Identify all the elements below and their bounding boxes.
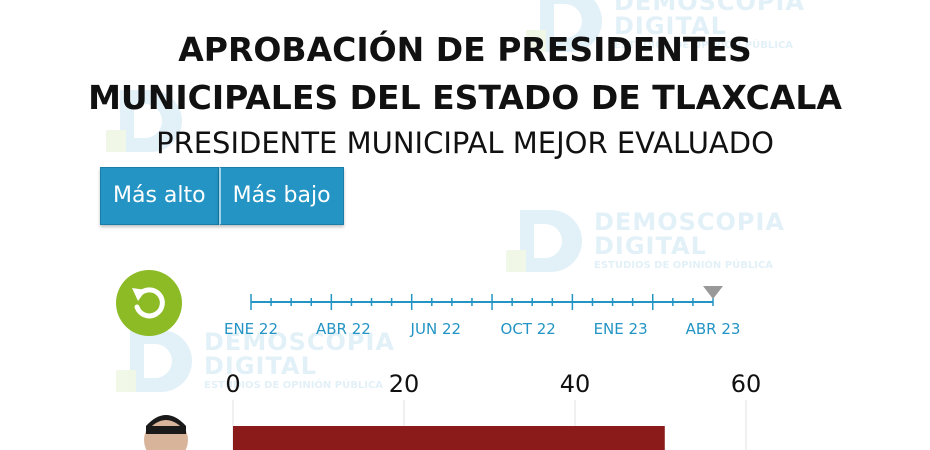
x-tick-label: 20 — [389, 370, 420, 398]
timeline-handle[interactable] — [703, 286, 723, 299]
timeline-label[interactable]: OCT 22 — [501, 320, 556, 338]
x-tick-label: 60 — [731, 370, 762, 398]
avatar — [144, 415, 188, 450]
chart-title-line1: APROBACIÓN DE PRESIDENTES — [178, 30, 752, 69]
replay-button[interactable] — [116, 270, 182, 336]
chart-title-line2: MUNICIPALES DEL ESTADO DE TLAXCALA — [88, 78, 842, 117]
bar — [233, 426, 665, 450]
sort-low-button[interactable]: Más bajo — [218, 167, 344, 225]
timeline-label[interactable]: ABR 22 — [316, 320, 371, 338]
timeline-label[interactable]: ABR 23 — [686, 320, 741, 338]
timeline-label[interactable]: ENE 22 — [224, 320, 278, 338]
chart-bars — [233, 426, 665, 450]
chart-subtitle: PRESIDENTE MUNICIPAL MEJOR EVALUADO — [156, 126, 774, 160]
sort-button-group: Más alto Más bajo — [100, 167, 344, 225]
sort-high-button[interactable]: Más alto — [100, 167, 219, 225]
x-tick-label: 0 — [225, 370, 240, 398]
x-tick-label: 40 — [560, 370, 591, 398]
timeline-label[interactable]: JUN 22 — [410, 320, 461, 338]
replay-icon — [132, 287, 165, 319]
timeline-slider[interactable]: ENE 22 ABR 22 JUN 22 OCT 22 ENE 23 ABR 23 — [224, 286, 740, 338]
x-axis: 0 20 40 60 — [225, 370, 761, 398]
timeline-label[interactable]: ENE 23 — [594, 320, 648, 338]
